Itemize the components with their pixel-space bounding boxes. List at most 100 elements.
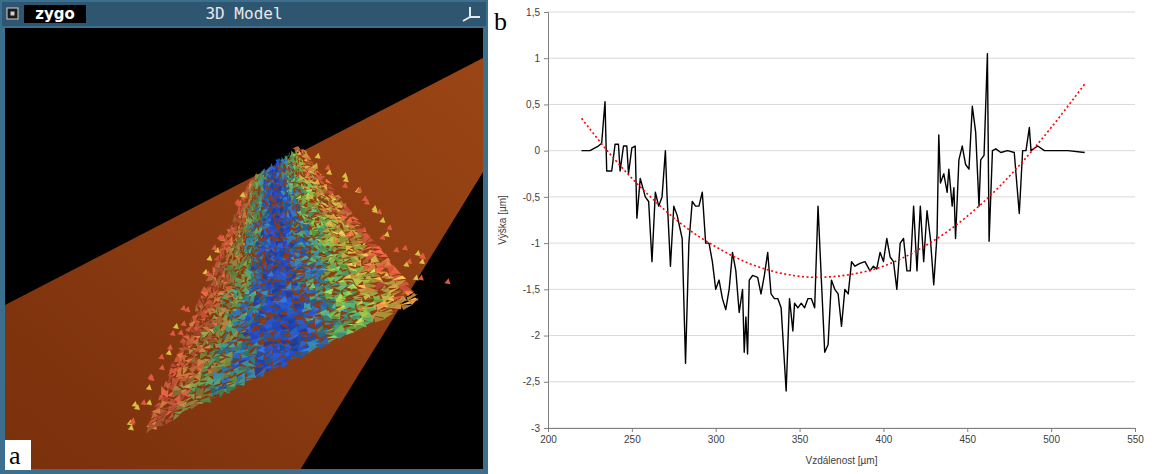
groove-facet bbox=[315, 236, 319, 238]
groove-facet bbox=[224, 257, 226, 262]
groove-facet bbox=[225, 330, 231, 332]
groove-facet bbox=[294, 159, 299, 163]
groove-facet bbox=[326, 324, 331, 327]
groove-facet bbox=[273, 197, 275, 200]
groove-facet bbox=[316, 289, 323, 295]
groove-facet bbox=[263, 279, 269, 283]
groove-facet bbox=[355, 325, 365, 332]
groove-facet bbox=[280, 340, 290, 345]
groove-facet bbox=[259, 257, 263, 266]
groove-facet bbox=[218, 256, 226, 261]
groove-facet bbox=[310, 244, 315, 250]
groove-facet bbox=[282, 252, 287, 254]
groove-facet bbox=[308, 346, 318, 353]
groove-facet bbox=[228, 235, 231, 238]
groove-facet bbox=[223, 288, 225, 291]
groove-facet bbox=[181, 342, 186, 347]
groove-facet bbox=[307, 222, 314, 228]
groove-facet bbox=[304, 248, 309, 252]
groove-facet bbox=[291, 237, 297, 240]
groove-facet bbox=[202, 399, 211, 404]
groove-facet bbox=[189, 346, 196, 347]
groove-facet bbox=[267, 224, 275, 229]
groove-facet bbox=[306, 250, 311, 254]
groove-facet bbox=[257, 337, 264, 342]
groove-facet bbox=[294, 216, 296, 218]
groove-facet bbox=[218, 390, 226, 398]
groove-facet bbox=[295, 195, 301, 199]
groove-facet bbox=[219, 356, 225, 359]
logo: zygo bbox=[35, 5, 75, 23]
groove-facet bbox=[266, 263, 271, 271]
groove-facet bbox=[267, 179, 269, 184]
groove-facet bbox=[241, 296, 247, 301]
groove-facet bbox=[208, 323, 216, 329]
groove-facet bbox=[249, 232, 254, 237]
groove-facet bbox=[244, 236, 246, 241]
groove-facet bbox=[296, 218, 302, 221]
groove-facet bbox=[224, 332, 231, 340]
groove-facet bbox=[284, 250, 291, 254]
groove-facet bbox=[278, 259, 283, 263]
groove-facet bbox=[320, 278, 328, 284]
groove-facet bbox=[252, 248, 256, 252]
groove-facet bbox=[248, 199, 251, 205]
groove-facet bbox=[324, 271, 332, 276]
icon-left bbox=[7, 8, 18, 19]
groove-facet bbox=[257, 266, 263, 274]
groove-facet bbox=[281, 361, 289, 368]
groove-facet bbox=[340, 316, 349, 321]
groove-facet bbox=[325, 301, 337, 309]
title-bar bbox=[2, 2, 486, 26]
groove-facet bbox=[151, 408, 161, 414]
groove-facet bbox=[286, 156, 288, 160]
groove-facet bbox=[332, 249, 337, 252]
groove-facet bbox=[242, 209, 247, 218]
groove-facet bbox=[272, 291, 280, 296]
groove-facet bbox=[263, 202, 265, 206]
groove-facet bbox=[190, 382, 196, 388]
groove-facet bbox=[206, 292, 210, 295]
groove-facet bbox=[248, 299, 253, 304]
groove-facet bbox=[320, 255, 327, 258]
groove-facet bbox=[307, 196, 315, 200]
groove-facet bbox=[301, 240, 310, 247]
groove-facet bbox=[206, 318, 210, 320]
groove-facet bbox=[306, 289, 314, 294]
groove-facet bbox=[329, 283, 340, 287]
groove-facet bbox=[238, 262, 244, 270]
groove-facet bbox=[220, 271, 221, 275]
groove-facet bbox=[272, 335, 283, 339]
groove-facet bbox=[311, 304, 319, 306]
groove-facet bbox=[266, 313, 274, 315]
groove-facet bbox=[168, 412, 174, 420]
groove-facet bbox=[290, 168, 294, 174]
groove-facet bbox=[262, 234, 264, 240]
groove-facet bbox=[252, 205, 255, 211]
groove-facet bbox=[290, 158, 295, 164]
groove-facet bbox=[235, 337, 243, 342]
groove-facet bbox=[165, 419, 173, 424]
groove-facet bbox=[289, 356, 302, 359]
groove-facet bbox=[186, 333, 189, 335]
groove-facet bbox=[271, 237, 273, 243]
groove-facet bbox=[304, 278, 313, 283]
groove-facet bbox=[236, 237, 244, 244]
groove-facet bbox=[295, 162, 297, 165]
figure: zygo3D Modela-3-2,5-2-1,5-1-0,500,511,52… bbox=[0, 0, 1158, 474]
groove-facet bbox=[214, 271, 219, 277]
groove-facet bbox=[286, 256, 289, 257]
groove-facet bbox=[303, 182, 307, 187]
viewport bbox=[5, 28, 483, 469]
groove bbox=[146, 146, 419, 433]
groove-facet bbox=[179, 337, 187, 342]
groove-facet bbox=[293, 232, 296, 235]
groove-facet bbox=[308, 329, 317, 333]
groove-facet bbox=[294, 249, 302, 253]
groove-facet bbox=[279, 217, 286, 223]
groove-facet bbox=[207, 338, 218, 343]
groove-facet bbox=[288, 201, 295, 204]
groove-facet bbox=[179, 383, 184, 388]
groove-facet bbox=[226, 386, 238, 394]
groove-facet bbox=[341, 320, 353, 321]
